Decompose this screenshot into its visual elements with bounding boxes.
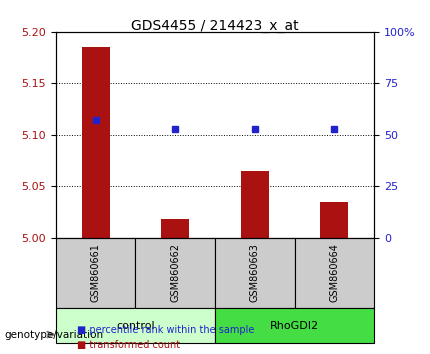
Bar — [82, 47, 110, 238]
Text: GDS4455 / 214423_x_at: GDS4455 / 214423_x_at — [131, 19, 299, 34]
Text: ■ transformed count: ■ transformed count — [77, 341, 181, 350]
Bar — [161, 219, 189, 238]
FancyBboxPatch shape — [135, 238, 215, 308]
Bar — [320, 201, 348, 238]
FancyBboxPatch shape — [56, 308, 215, 343]
FancyBboxPatch shape — [56, 238, 135, 308]
Text: GSM860661: GSM860661 — [91, 244, 101, 302]
Text: ■ percentile rank within the sample: ■ percentile rank within the sample — [77, 325, 255, 335]
FancyBboxPatch shape — [215, 238, 295, 308]
Text: RhoGDI2: RhoGDI2 — [270, 321, 319, 331]
Text: GSM860663: GSM860663 — [250, 244, 260, 302]
Text: genotype/variation: genotype/variation — [4, 330, 104, 339]
FancyBboxPatch shape — [295, 238, 374, 308]
Bar — [241, 171, 269, 238]
Text: GSM860662: GSM860662 — [170, 243, 180, 302]
Text: control: control — [116, 321, 155, 331]
Text: GSM860664: GSM860664 — [329, 244, 339, 302]
FancyBboxPatch shape — [215, 308, 374, 343]
